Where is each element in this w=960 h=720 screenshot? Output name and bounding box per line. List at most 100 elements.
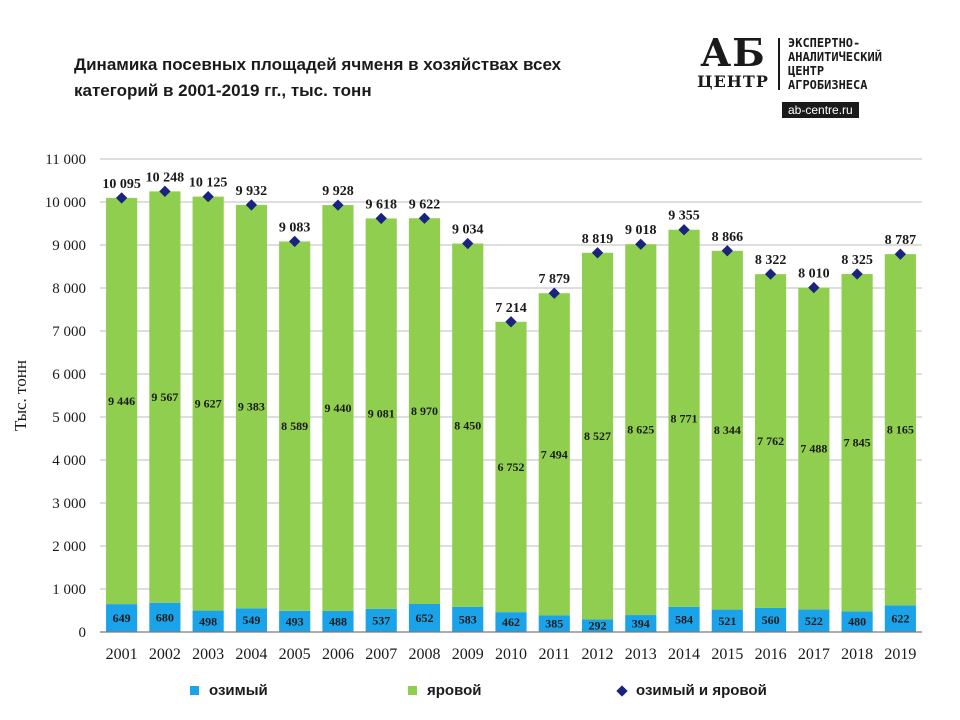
chart-legend: озимый яровой озимый и яровой <box>0 682 960 706</box>
total-marker <box>375 212 387 225</box>
data-label-total: 9 083 <box>279 220 311 235</box>
data-label-winter: 583 <box>459 612 477 626</box>
data-label-winter: 584 <box>675 612 693 626</box>
logo-divider <box>778 38 780 90</box>
bar-winter <box>798 609 830 632</box>
data-label-total: 9 622 <box>409 197 441 212</box>
data-label-total: 9 932 <box>236 184 268 199</box>
total-marker <box>851 268 863 280</box>
data-label-total: 10 125 <box>189 176 228 191</box>
data-label-spring: 6 752 <box>498 460 525 474</box>
data-label-total: 8 787 <box>885 233 917 248</box>
data-label-winter: 462 <box>502 615 520 629</box>
legend-swatch-winter <box>190 686 199 695</box>
x-tick-label: 2014 <box>668 646 700 663</box>
data-label-winter: 680 <box>156 610 174 624</box>
bar-winter <box>711 609 743 632</box>
logo-line-1: ЭКСПЕРТНО- <box>788 36 861 50</box>
total-marker <box>505 316 517 328</box>
total-marker <box>289 235 301 248</box>
ab-centre-logo: АБ ЦЕНТР ЭКСПЕРТНО- АНАЛИТИЧЕСКИЙ ЦЕНТР … <box>690 34 930 120</box>
x-tick-label: 2006 <box>322 646 354 663</box>
x-tick-label: 2011 <box>539 646 570 663</box>
bar-winter <box>841 611 873 632</box>
bar-winter <box>365 608 397 632</box>
legend-label-winter: озимый <box>209 682 268 699</box>
data-label-spring: 8 527 <box>584 429 611 443</box>
bar-winter <box>192 610 224 632</box>
bar-spring <box>711 250 743 610</box>
data-label-winter: 649 <box>113 611 131 625</box>
bar-spring <box>755 274 787 608</box>
x-tick-label: 2005 <box>279 646 311 663</box>
x-tick-label: 2001 <box>106 646 138 663</box>
logo-mark-bottom: ЦЕНТР <box>697 72 769 91</box>
data-label-spring: 8 970 <box>411 404 438 418</box>
data-label-winter: 537 <box>372 613 390 627</box>
data-label-spring: 8 589 <box>281 419 308 433</box>
data-label-total: 8 322 <box>755 253 787 268</box>
bar-winter <box>279 610 311 632</box>
x-tick-label: 2002 <box>149 646 181 663</box>
y-tick-label: 1 000 <box>52 582 86 598</box>
y-tick-label: 7 000 <box>52 324 86 340</box>
data-label-total: 8 866 <box>712 230 744 245</box>
total-marker <box>764 268 777 280</box>
total-marker <box>894 248 907 260</box>
bar-spring <box>538 293 570 616</box>
stacked-bar-chart: 0 1 000 2 000 3 000 4 000 5 000 6 000 7 000 8 00… <box>11 152 922 663</box>
data-label-total: 9 928 <box>322 184 354 199</box>
data-label-spring: 7 488 <box>800 442 827 456</box>
x-tick-label: 2016 <box>755 646 787 663</box>
data-label-total: 8 010 <box>798 267 830 282</box>
logo-mark: АБ ЦЕНТР <box>690 34 776 92</box>
x-tick-label: 2004 <box>235 646 267 663</box>
x-tick-label: 2012 <box>582 646 614 663</box>
y-tick-label: 5 000 <box>52 410 86 426</box>
y-tick-label: 8 000 <box>52 281 86 297</box>
bar-winter <box>538 615 570 632</box>
legend-swatch-spring <box>408 686 417 695</box>
data-label-winter: 560 <box>762 613 780 627</box>
data-label-spring: 7 762 <box>757 434 784 448</box>
logo-url: ab-centre.ru <box>782 102 859 118</box>
legend-item-total: озимый и яровой <box>616 682 767 699</box>
data-label-winter: 652 <box>415 611 433 625</box>
data-label-spring: 9 081 <box>368 407 395 421</box>
bar-spring <box>668 229 700 607</box>
total-marker <box>332 199 344 211</box>
total-marker <box>808 281 820 294</box>
y-tick-label: 11 000 <box>45 152 86 168</box>
x-tick-label: 2017 <box>798 646 830 663</box>
bar-winter <box>495 612 527 632</box>
data-label-winter: 385 <box>545 617 563 631</box>
x-tick-label: 2003 <box>192 646 224 663</box>
data-label-winter: 480 <box>848 615 866 629</box>
data-label-spring: 9 627 <box>195 397 222 411</box>
data-label-total: 10 248 <box>146 170 185 185</box>
data-label-total: 9 355 <box>668 209 700 224</box>
bar-spring <box>495 321 527 613</box>
data-label-spring: 8 344 <box>714 423 741 437</box>
bar-winter <box>755 607 787 632</box>
bar-spring <box>452 243 484 607</box>
data-label-winter: 522 <box>805 614 823 628</box>
y-tick-label: 6 000 <box>52 367 86 383</box>
bar-spring <box>581 252 614 620</box>
data-label-spring: 7 845 <box>844 436 871 450</box>
y-tick-label: 2 000 <box>52 539 86 555</box>
total-marker <box>548 287 560 299</box>
x-tick-label: 2015 <box>711 646 743 663</box>
legend-item-winter: озимый <box>190 682 268 699</box>
total-marker <box>635 238 647 250</box>
x-tick-label: 2007 <box>365 646 397 663</box>
logo-line-2: АНАЛИТИЧЕСКИЙ <box>788 50 882 64</box>
bar-winter <box>625 615 657 632</box>
logo-line-4: АГРОБИЗНЕСА <box>788 78 868 92</box>
bar-winter <box>322 611 354 632</box>
logo-line-3: ЦЕНТР <box>788 64 825 78</box>
bar-spring <box>279 241 311 611</box>
bar-spring <box>884 254 916 606</box>
data-label-winter: 493 <box>286 614 304 628</box>
data-label-total: 10 095 <box>102 177 141 192</box>
